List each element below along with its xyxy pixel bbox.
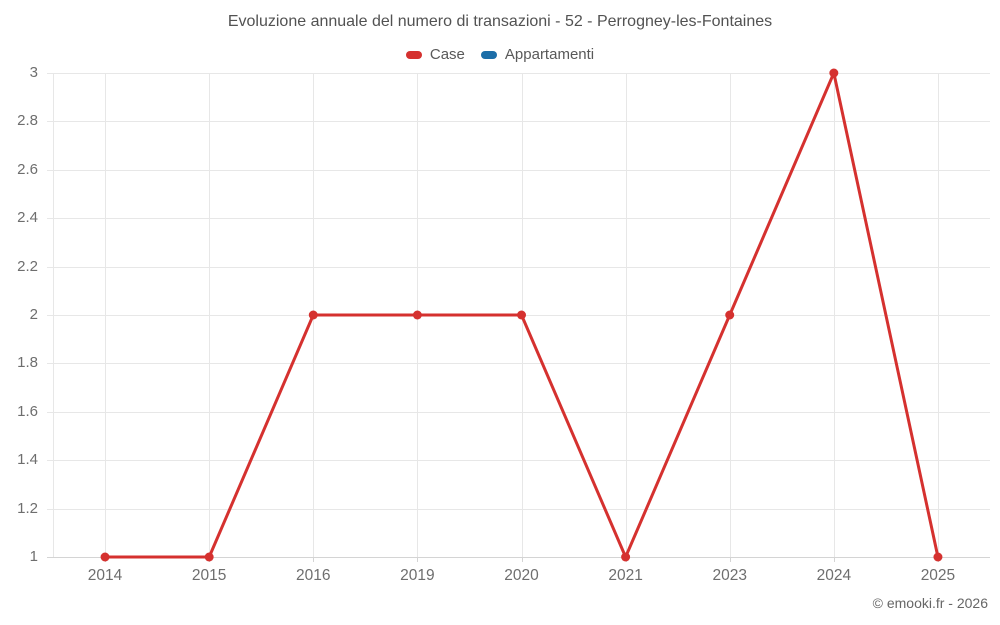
y-axis-tick-label: 2.4 [17,209,38,227]
legend-label: Appartamenti [504,46,595,63]
x-axis-tick-label: 2023 [712,567,747,584]
x-axis-tick-label: 2020 [504,567,539,584]
legend-label: Case [429,46,465,63]
chart-title: Evoluzione annuale del numero di transaz… [227,13,773,30]
legend-item-case[interactable]: Case [405,46,465,63]
y-axis-tick-label: 1.8 [17,354,38,372]
data-point-case-2025[interactable] [933,552,943,562]
y-axis-tick-label: 2 [29,306,38,323]
y-axis-tick-label: 1.4 [17,451,38,469]
data-point-case-2014[interactable] [100,552,110,562]
y-axis-tick-label: 1.6 [17,402,38,420]
legend: Case Appartamenti [0,46,1000,63]
x-axis-tick-label: 2021 [608,567,643,584]
data-point-case-2015[interactable] [204,552,214,562]
data-point-case-2023[interactable] [725,310,735,320]
data-point-case-2020[interactable] [517,310,526,320]
x-axis-tick-label: 2024 [816,567,852,584]
data-point-case-2024[interactable] [829,68,839,78]
y-axis-tick-label: 2.8 [17,112,38,130]
y-axis-tick-label: 3 [29,64,38,81]
y-axis-tick-label: 2.2 [17,257,38,275]
legend-swatch-icon [480,50,497,59]
legend-swatch-icon [405,50,422,59]
legend-item-appartamenti[interactable]: Appartamenti [480,46,595,63]
x-axis-tick-label: 2015 [191,567,227,584]
data-point-case-2016[interactable] [308,310,318,320]
x-axis-tick-label: 2019 [400,567,435,584]
x-axis-tick-label: 2025 [920,567,956,584]
data-point-case-2019[interactable] [412,310,422,320]
credits-link[interactable]: © emooki.fr - 2026 [872,595,988,611]
y-axis-tick-label: 1 [29,548,38,565]
data-point-case-2021[interactable] [621,552,631,562]
y-axis-tick-label: 2.6 [17,160,38,178]
y-axis-tick-label: 1.2 [17,499,38,517]
x-axis-tick-label: 2016 [296,567,331,584]
x-axis-tick-label: 2014 [87,567,123,584]
